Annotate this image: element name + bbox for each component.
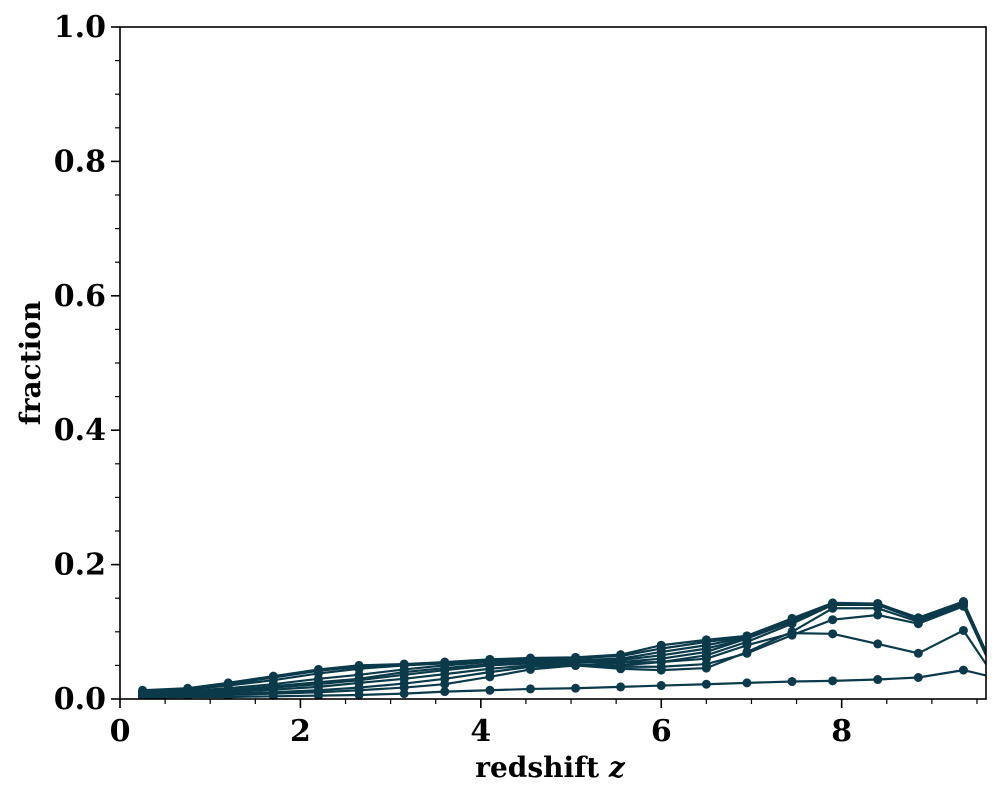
- data-point: [571, 652, 581, 662]
- data-point: [485, 654, 495, 664]
- data-point: [656, 640, 666, 650]
- data-point: [828, 676, 838, 686]
- data-point: [223, 678, 233, 688]
- data-point: [873, 610, 883, 620]
- data-point: [828, 615, 838, 625]
- data-point: [399, 659, 409, 669]
- data-point: [701, 635, 711, 645]
- data-point: [701, 679, 711, 689]
- y-tick-label: 0.4: [54, 413, 106, 448]
- data-point: [913, 648, 923, 658]
- data-point: [787, 677, 797, 687]
- data-point: [828, 629, 838, 639]
- data-point: [958, 665, 968, 675]
- x-axis-label-text: redshift: [475, 751, 599, 784]
- data-point: [313, 664, 323, 674]
- data-point: [873, 639, 883, 649]
- data-point: [440, 657, 450, 667]
- data-point: [958, 597, 968, 607]
- y-axis-label: fraction: [14, 301, 47, 426]
- data-point: [138, 685, 148, 695]
- data-point: [525, 684, 535, 694]
- data-point: [525, 653, 535, 663]
- series-group: [138, 597, 986, 699]
- x-tick-label: 8: [831, 714, 852, 749]
- data-point: [440, 687, 450, 697]
- data-point: [958, 625, 968, 635]
- data-point: [183, 683, 193, 693]
- x-tick-label: 2: [290, 714, 311, 749]
- data-point: [913, 613, 923, 623]
- data-point: [787, 613, 797, 623]
- y-tick-label: 0.2: [54, 548, 106, 583]
- data-point: [616, 682, 626, 692]
- data-point: [873, 675, 883, 685]
- data-point: [656, 665, 666, 675]
- data-point: [656, 681, 666, 691]
- plot-frame: [119, 26, 987, 700]
- series-line-3: [142, 605, 986, 697]
- data-point: [701, 663, 711, 673]
- data-point: [571, 683, 581, 693]
- y-tick-label: 0.0: [54, 682, 106, 717]
- data-point: [742, 647, 752, 657]
- data-point: [354, 660, 364, 670]
- y-tick-label: 0.8: [54, 144, 106, 179]
- series-layer: [138, 597, 986, 699]
- data-point: [787, 627, 797, 637]
- data-point: [268, 671, 278, 681]
- x-axis-label-var: z: [608, 751, 626, 784]
- data-point: [742, 678, 752, 688]
- data-point: [485, 685, 495, 695]
- data-point: [828, 598, 838, 608]
- data-point: [616, 650, 626, 660]
- data-point: [873, 599, 883, 609]
- data-point: [742, 631, 752, 641]
- x-tick-label: 4: [470, 714, 491, 749]
- y-tick-label: 0.6: [54, 279, 106, 314]
- x-axis-label: redshift z: [475, 751, 626, 784]
- y-tick-label: 1.0: [54, 10, 106, 45]
- axes-layer: 0 2 4 6 8 0.0 0.2 0.4 0.6 0.8 1.0: [54, 10, 978, 749]
- x-tick-label: 6: [651, 714, 672, 749]
- x-tick-label: 0: [110, 714, 131, 749]
- data-point: [913, 672, 923, 682]
